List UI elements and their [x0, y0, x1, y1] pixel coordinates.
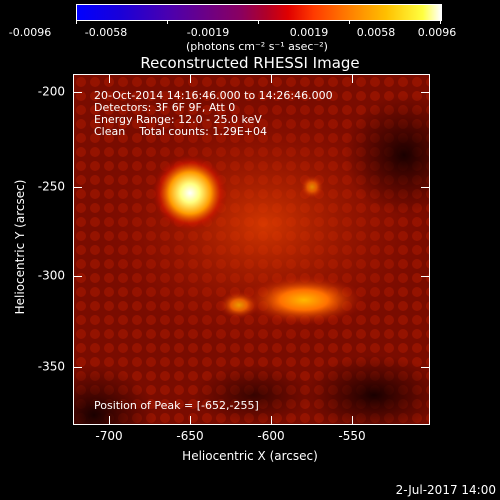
- x-axis-label: Heliocentric X (arcsec): [182, 449, 318, 463]
- y-tick-label: -250: [37, 179, 65, 194]
- peak-position-text: Position of Peak = [-652,-255]: [94, 399, 259, 412]
- footer-date: 2-Jul-2017 14:00: [395, 483, 496, 497]
- colorbar-tick-label: -0.0019: [186, 26, 230, 39]
- clean-counts-text: Clean Total counts: 1.29E+04: [94, 125, 268, 138]
- y-tick-label: -200: [37, 84, 65, 99]
- colorbar-tick-label: 0.0058: [356, 26, 396, 39]
- y-tick-label: -350: [37, 359, 65, 374]
- colorbar: [76, 4, 442, 21]
- x-tick-label: -600: [257, 429, 285, 443]
- y-tick-label: -300: [37, 268, 65, 283]
- x-tick-label: -550: [338, 429, 366, 443]
- image-plot: 20-Oct-2014 14:16:46.000 to 14:26:46.000…: [73, 74, 430, 425]
- x-tick-label: -700: [95, 429, 123, 443]
- detectors-text: Detectors: 3F 6F 9F, Att 0: [94, 101, 236, 114]
- colorbar-tick-label: -0.0096: [8, 26, 52, 39]
- colorbar-ticks: [76, 4, 442, 24]
- colorbar-tick-label: -0.0058: [84, 26, 128, 39]
- x-tick-label: -650: [176, 429, 204, 443]
- plot-title: Reconstructed RHESSI Image: [140, 54, 360, 72]
- colorbar-tick-label: 0.0096: [417, 26, 457, 39]
- time-range-text: 20-Oct-2014 14:16:46.000 to 14:26:46.000: [94, 89, 333, 102]
- colorbar-unit-label: (photons cm⁻² s⁻¹ asec⁻²): [186, 40, 328, 53]
- energy-range-text: Energy Range: 12.0 - 25.0 keV: [94, 113, 262, 126]
- colorbar-tick-label: 0.0019: [289, 26, 329, 39]
- y-axis-label: Heliocentric Y (arcsec): [13, 179, 27, 315]
- solar-image: [74, 75, 429, 424]
